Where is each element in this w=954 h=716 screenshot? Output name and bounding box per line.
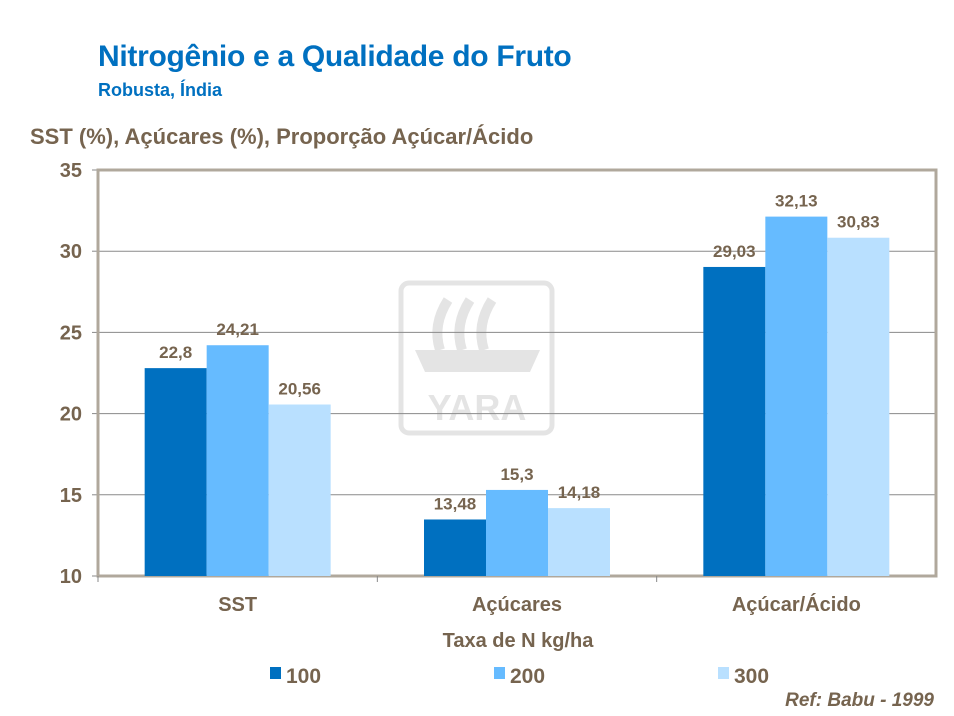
bar-300-1 xyxy=(548,508,610,576)
page-title: Nitrogênio e a Qualidade do Fruto xyxy=(98,40,572,73)
bar-100-1 xyxy=(424,519,486,576)
y-tick-label: 20 xyxy=(60,404,82,426)
data-label: 20,56 xyxy=(278,380,321,399)
y-tick-label: 25 xyxy=(60,322,82,344)
data-label: 14,18 xyxy=(558,483,601,502)
y-tick-label: 30 xyxy=(60,241,82,263)
legend-swatch-200 xyxy=(494,667,505,679)
bar-100-2 xyxy=(703,266,766,576)
bar-300-2 xyxy=(827,237,890,576)
data-label: 30,83 xyxy=(837,213,880,232)
legend-label: 200 xyxy=(510,665,545,688)
legend-swatch-300 xyxy=(718,667,729,679)
bar-100-0 xyxy=(144,368,207,576)
bar-200-0 xyxy=(206,345,269,576)
x-tick-label: SST xyxy=(218,594,257,616)
bar-200-2 xyxy=(765,216,828,576)
data-label: 24,21 xyxy=(216,320,259,339)
y-axis-label: SST (%), Açúcares (%), Proporção Açúcar/… xyxy=(30,124,534,149)
reference-note: Ref: Babu - 1999 xyxy=(785,690,934,711)
y-tick-label: 10 xyxy=(60,566,82,588)
data-label: 13,48 xyxy=(434,494,477,513)
bar-200-1 xyxy=(486,489,548,576)
bar-300-0 xyxy=(268,404,331,576)
data-label: 15,3 xyxy=(500,465,533,484)
yara-logo-watermark: YARA xyxy=(398,280,555,436)
page-subtitle: Robusta, Índia xyxy=(98,80,223,100)
y-tick-label: 35 xyxy=(60,160,82,182)
x-tick-label: Açúcar/Ácido xyxy=(732,593,861,616)
data-label: 29,03 xyxy=(713,242,756,261)
data-label: 22,8 xyxy=(159,343,192,362)
data-label: 32,13 xyxy=(775,192,818,211)
legend-label: 100 xyxy=(286,665,321,688)
legend-swatch-100 xyxy=(270,667,281,679)
x-axis-label: Taxa de N kg/ha xyxy=(443,630,595,652)
legend-label: 300 xyxy=(734,665,769,688)
svg-text:YARA: YARA xyxy=(428,387,527,428)
x-tick-label: Açúcares xyxy=(472,594,562,616)
y-tick-label: 15 xyxy=(60,485,82,507)
